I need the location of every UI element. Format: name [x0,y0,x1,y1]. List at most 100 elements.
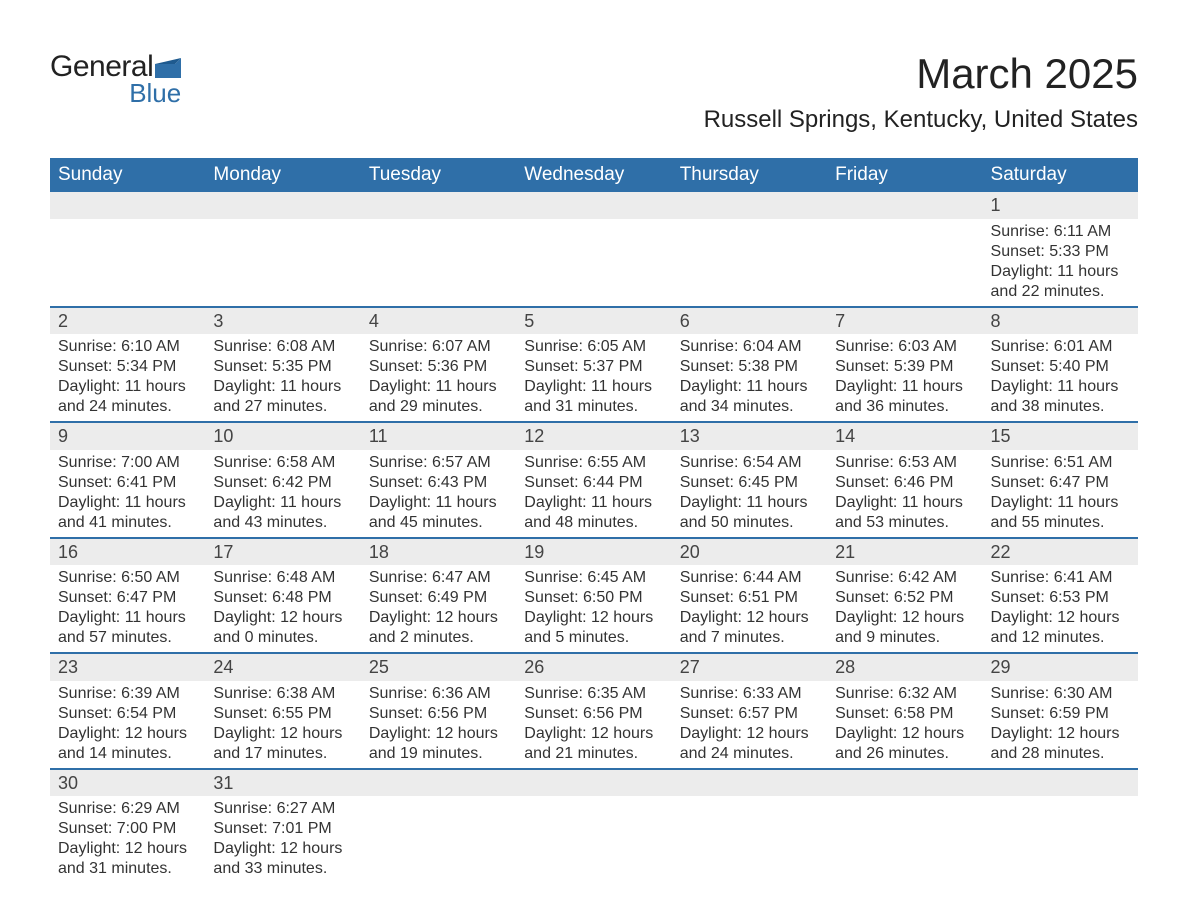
sunrise-label: Sunrise: [58,800,117,817]
sunrise-label: Sunrise: [524,569,583,586]
sunrise-line: Sunrise: 7:00 AM [58,453,197,473]
daylight-label: Daylight: [524,725,586,742]
sunset-line: Sunset: 6:47 PM [991,473,1130,493]
daylight-line: Daylight: 11 hours and 41 minutes. [58,493,197,533]
calendar-cell-empty [516,192,671,307]
calendar-cell: 26Sunrise: 6:35 AMSunset: 6:56 PMDayligh… [516,653,671,769]
brand-blue-text: Blue [122,78,181,109]
calendar-cell: 28Sunrise: 6:32 AMSunset: 6:58 PMDayligh… [827,653,982,769]
sunrise-label: Sunrise: [213,569,272,586]
calendar-week-row: 9Sunrise: 7:00 AMSunset: 6:41 PMDaylight… [50,422,1138,538]
day-details: Sunrise: 6:10 AMSunset: 5:34 PMDaylight:… [58,337,197,417]
sunrise-value: 6:54 AM [743,454,802,471]
day-number: 29 [983,654,1138,681]
sunrise-label: Sunrise: [680,454,739,471]
calendar-cell: 14Sunrise: 6:53 AMSunset: 6:46 PMDayligh… [827,422,982,538]
sunset-value: 6:50 PM [583,589,643,606]
daylight-line: Daylight: 11 hours and 34 minutes. [680,377,819,417]
sunset-value: 6:42 PM [272,474,332,491]
sunrise-line: Sunrise: 6:32 AM [835,684,974,704]
daylight-line: Daylight: 11 hours and 22 minutes. [991,262,1130,302]
sunrise-line: Sunrise: 6:39 AM [58,684,197,704]
sunrise-value: 6:32 AM [898,685,957,702]
daylight-line: Daylight: 11 hours and 55 minutes. [991,493,1130,533]
day-details: Sunrise: 6:05 AMSunset: 5:37 PMDaylight:… [524,337,663,417]
day-number: 9 [50,423,205,450]
calendar-cell: 17Sunrise: 6:48 AMSunset: 6:48 PMDayligh… [205,538,360,654]
sunset-line: Sunset: 7:00 PM [58,819,197,839]
sunrise-value: 6:27 AM [277,800,336,817]
sunset-line: Sunset: 5:34 PM [58,357,197,377]
sunset-line: Sunset: 6:50 PM [524,588,663,608]
day-number: 3 [205,308,360,335]
title-block: March 2025 Russell Springs, Kentucky, Un… [704,50,1138,148]
daylight-label: Daylight: [369,725,431,742]
sunset-line: Sunset: 6:55 PM [213,704,352,724]
day-details: Sunrise: 6:44 AMSunset: 6:51 PMDaylight:… [680,568,819,648]
sunset-label: Sunset: [369,705,423,722]
day-details: Sunrise: 6:38 AMSunset: 6:55 PMDaylight:… [213,684,352,764]
sunrise-label: Sunrise: [835,685,894,702]
sunrise-label: Sunrise: [58,338,117,355]
calendar-cell: 6Sunrise: 6:04 AMSunset: 5:38 PMDaylight… [672,307,827,423]
calendar-cell: 12 Sunrise: 6:55 AMSunset: 6:44 PMDayligh… [516,422,671,538]
daylight-label: Daylight: [991,494,1053,511]
sunset-line: Sunset: 6:58 PM [835,704,974,724]
sunrise-label: Sunrise: [991,338,1050,355]
sunset-label: Sunset: [991,589,1045,606]
daylight-line: Daylight: 12 hours and 0 minutes. [213,608,352,648]
daylight-label: Daylight: [680,725,742,742]
sunset-label: Sunset: [369,589,423,606]
sunset-line: Sunset: 7:01 PM [213,819,352,839]
day-number: 4 [361,308,516,335]
sunrise-label: Sunrise: [524,454,583,471]
sunset-value: 6:55 PM [272,705,332,722]
calendar-cell: 7Sunrise: 6:03 AMSunset: 5:39 PMDaylight… [827,307,982,423]
daylight-label: Daylight: [213,840,275,857]
calendar-cell: 31Sunrise: 6:27 AMSunset: 7:01 PMDayligh… [205,769,360,884]
calendar-header-row: SundayMondayTuesdayWednesdayThursdayFrid… [50,158,1138,192]
daylight-line: Daylight: 12 hours and 28 minutes. [991,724,1130,764]
sunset-label: Sunset: [58,589,112,606]
sunset-value: 6:54 PM [117,705,177,722]
daylight-label: Daylight: [991,609,1053,626]
daylight-label: Daylight: [835,494,897,511]
day-number: 5 [516,308,671,335]
calendar-cell: 1Sunrise: 6:11 AMSunset: 5:33 PMDaylight… [983,192,1138,307]
calendar-cell: 19Sunrise: 6:45 AMSunset: 6:50 PMDayligh… [516,538,671,654]
sunset-value: 6:41 PM [117,474,177,491]
day-number: 28 [827,654,982,681]
day-details: Sunrise: 6:55 AMSunset: 6:44 PMDaylight:… [524,453,663,533]
sunset-line: Sunset: 6:49 PM [369,588,508,608]
sunrise-value: 6:01 AM [1054,338,1113,355]
day-number: 12 [516,423,671,450]
daylight-line: Daylight: 11 hours and 45 minutes. [369,493,508,533]
day-number: 27 [672,654,827,681]
daylight-label: Daylight: [369,378,431,395]
sunset-line: Sunset: 5:40 PM [991,357,1130,377]
daylight-label: Daylight: [58,840,120,857]
daylight-label: Daylight: [213,725,275,742]
daylight-label: Daylight: [213,494,275,511]
calendar-cell: 13Sunrise: 6:54 AMSunset: 6:45 PMDayligh… [672,422,827,538]
sunrise-line: Sunrise: 6:48 AM [213,568,352,588]
sunset-value: 6:57 PM [738,705,798,722]
location-text: Russell Springs, Kentucky, United States [704,106,1138,134]
sunrise-line: Sunrise: 6:03 AM [835,337,974,357]
daylight-line: Daylight: 12 hours and 19 minutes. [369,724,508,764]
sunrise-line: Sunrise: 6:27 AM [213,799,352,819]
sunset-label: Sunset: [524,589,578,606]
daylight-line: Daylight: 12 hours and 24 minutes. [680,724,819,764]
sunrise-line: Sunrise: 6:57 AM [369,453,508,473]
daylight-line: Daylight: 11 hours and 31 minutes. [524,377,663,417]
sunset-line: Sunset: 6:43 PM [369,473,508,493]
sunset-value: 7:01 PM [272,820,332,837]
sunrise-label: Sunrise: [213,685,272,702]
day-number: 23 [50,654,205,681]
calendar-cell: 27Sunrise: 6:33 AMSunset: 6:57 PMDayligh… [672,653,827,769]
daylight-label: Daylight: [991,378,1053,395]
sunrise-value: 6:47 AM [432,569,491,586]
sunrise-line: Sunrise: 6:30 AM [991,684,1130,704]
day-header: Friday [827,158,982,192]
day-details: Sunrise: 6:08 AMSunset: 5:35 PMDaylight:… [213,337,352,417]
